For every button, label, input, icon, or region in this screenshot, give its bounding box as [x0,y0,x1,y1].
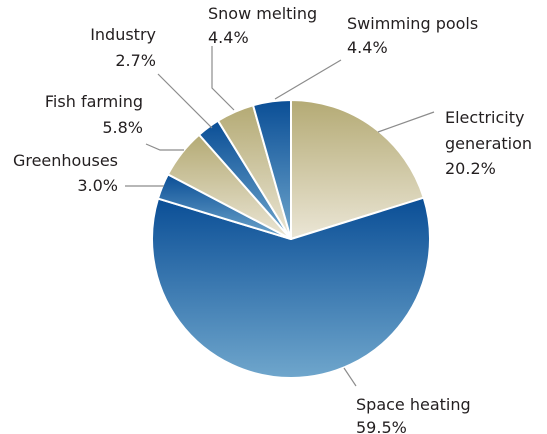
label-swimming-pools: Swimming pools [347,14,478,33]
leader-line-industry [157,73,213,129]
slice-space-heating [151,196,431,379]
leader-line-snow-melting [211,46,235,111]
value-label-industry: 2.7% [115,51,156,70]
value-label-space-heating: 59.5% [356,418,407,434]
label-electricity-generation-line2: generation [445,134,532,153]
value-label-snow-melting: 4.4% [208,28,249,47]
leader-lines [125,46,435,387]
value-label-swimming-pools: 4.4% [347,38,388,57]
leader-line-swimming-pools [274,59,342,100]
value-label-electricity-generation: 20.2% [445,159,496,178]
slice-swimming-pools [252,99,292,240]
label-electricity-generation-line1: Electricity [445,108,524,127]
label-space-heating: Space heating [356,395,471,414]
slice-labels: Electricity generation 20.2% Space heati… [13,4,532,434]
value-label-fish-farming: 5.8% [102,118,143,137]
slice-electricity-generation [290,99,425,240]
label-greenhouses: Greenhouses [13,151,118,170]
leader-line-electricity-generation [377,111,435,133]
leader-line-fish-farming [145,143,184,151]
label-snow-melting: Snow melting [208,4,317,23]
label-fish-farming: Fish farming [45,92,143,111]
label-industry: Industry [90,25,156,44]
leader-line-space-heating [343,367,357,387]
value-label-greenhouses: 3.0% [77,176,118,195]
pie-slices [151,99,431,379]
